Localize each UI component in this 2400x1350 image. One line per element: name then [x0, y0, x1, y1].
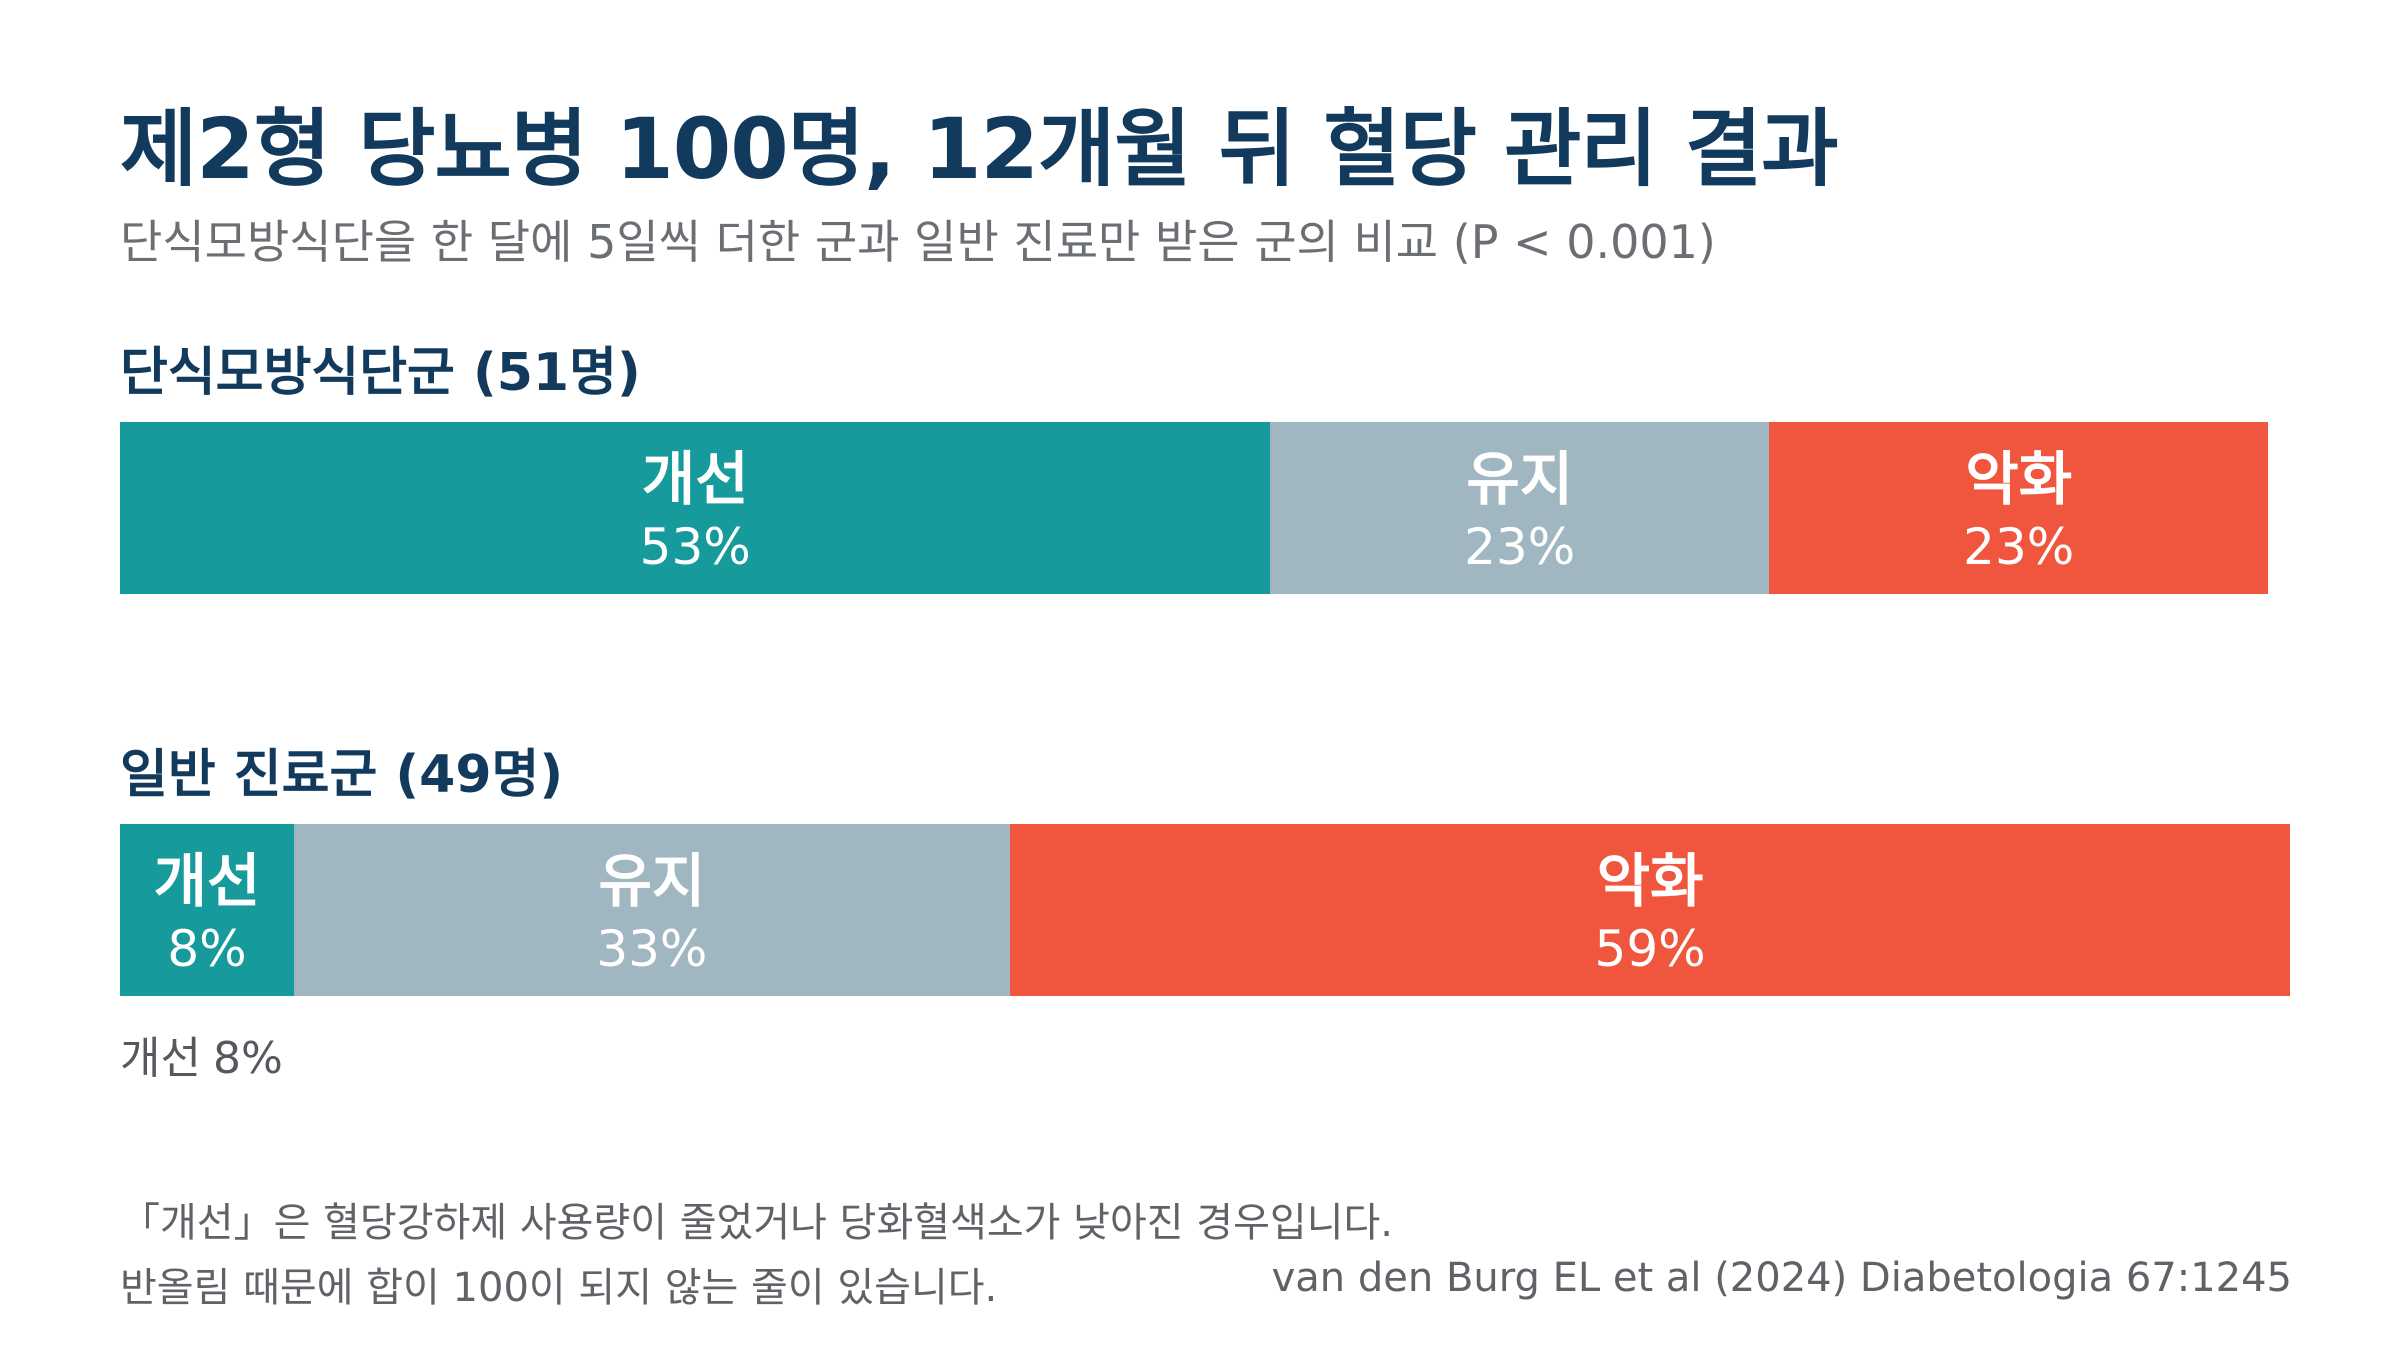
improved-small-label-name: 개선: [120, 1033, 201, 1084]
bar-segment-improved: 개선 8%: [120, 824, 295, 996]
segment-value: 53%: [639, 518, 751, 576]
segment-label: 개선: [153, 847, 261, 915]
segment-label: 유지: [1466, 445, 1574, 513]
stacked-bar-usual-care: 개선 8% 유지 33% 악화 59%: [120, 824, 2291, 996]
segment-label: 유지: [598, 847, 706, 915]
group-label-fasting: 단식모방식단군 (51명): [120, 343, 641, 403]
segment-value: 23%: [1464, 518, 1576, 576]
bar-segment-improved: 개선 53%: [120, 422, 1271, 594]
bar-segment-maintained: 유지 33%: [293, 824, 1011, 996]
improved-small-label: 개선 8%: [120, 1022, 295, 1086]
bar-segment-worsened: 악화 23%: [1768, 422, 2269, 594]
footnote-definition: 「개선」은 혈당강하제 사용량이 줄었거나 당화혈색소가 낮아진 경우입니다.: [120, 1200, 1394, 1246]
chart-subtitle: 단식모방식단을 한 달에 5일씩 더한 군과 일반 진료만 받은 군의 비교 (…: [120, 215, 1716, 269]
segment-value: 23%: [1963, 518, 2075, 576]
bar-segment-maintained: 유지 23%: [1269, 422, 1770, 594]
group-label-usual-care: 일반 진료군 (49명): [120, 745, 564, 805]
stacked-bar-fasting: 개선 53% 유지 23% 악화 23%: [120, 422, 2269, 594]
segment-label: 개선: [641, 445, 749, 513]
source-citation: van den Burg EL et al (2024) Diabetologi…: [1271, 1255, 2292, 1301]
chart-title: 제2형 당뇨병 100명, 12개월 뒤 혈당 관리 결과: [120, 100, 1839, 198]
footnote-rounding: 반올림 때문에 합이 100이 되지 않는 줄이 있습니다.: [120, 1265, 998, 1311]
segment-label: 악화: [1596, 847, 1704, 915]
segment-label: 악화: [1965, 445, 2073, 513]
segment-value: 59%: [1594, 920, 1706, 978]
segment-value: 8%: [167, 920, 247, 978]
segment-value: 33%: [596, 920, 708, 978]
bar-segment-worsened: 악화 59%: [1009, 824, 2291, 996]
improved-small-label-value: 8%: [212, 1033, 283, 1084]
